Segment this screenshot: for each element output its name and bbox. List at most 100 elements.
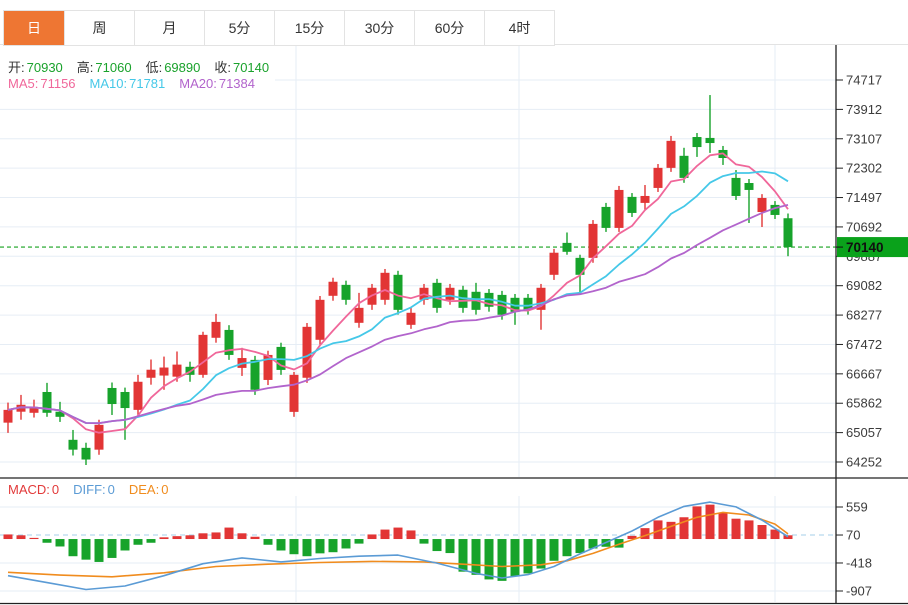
candle[interactable]	[354, 292, 364, 328]
candle[interactable]	[406, 307, 416, 329]
macd-bar[interactable]	[562, 539, 572, 557]
macd-bar[interactable]	[419, 539, 429, 544]
macd-bar[interactable]	[575, 539, 585, 554]
macd-bar[interactable]	[341, 539, 351, 549]
macd-bar[interactable]	[653, 520, 663, 540]
candle[interactable]	[328, 277, 338, 301]
macd-bar[interactable]	[432, 539, 442, 552]
candle[interactable]	[705, 95, 715, 153]
candle[interactable]	[627, 193, 637, 217]
macd-bar[interactable]	[588, 539, 598, 549]
macd-bar[interactable]	[718, 512, 728, 540]
macd-bar[interactable]	[224, 527, 234, 540]
macd-bar[interactable]	[315, 539, 325, 554]
candle[interactable]	[3, 402, 13, 433]
macd-bar[interactable]	[159, 537, 169, 540]
macd-bar[interactable]	[770, 529, 780, 540]
macd-bar[interactable]	[458, 539, 468, 572]
macd-bar[interactable]	[640, 528, 650, 540]
candle[interactable]	[614, 185, 624, 232]
macd-bar[interactable]	[42, 539, 52, 543]
macd-bar[interactable]	[29, 537, 39, 540]
candle[interactable]	[224, 325, 234, 360]
macd-bar[interactable]	[3, 534, 13, 540]
macd-bar[interactable]	[328, 539, 338, 553]
candle[interactable]	[640, 185, 650, 211]
tab-5分[interactable]: 5分	[204, 11, 274, 45]
macd-bar[interactable]	[692, 506, 702, 540]
macd-bar[interactable]	[549, 539, 559, 561]
candle[interactable]	[783, 213, 793, 257]
candle[interactable]	[198, 331, 208, 378]
macd-bar[interactable]	[172, 536, 182, 540]
candle[interactable]	[55, 401, 65, 422]
macd-bar[interactable]	[783, 535, 793, 540]
macd-bar[interactable]	[627, 535, 637, 540]
candle[interactable]	[653, 164, 663, 192]
candle[interactable]	[588, 220, 598, 263]
candle[interactable]	[341, 280, 351, 305]
tab-60分[interactable]: 60分	[414, 11, 484, 45]
candle[interactable]	[172, 351, 182, 382]
tab-4时[interactable]: 4时	[484, 11, 554, 45]
macd-bar[interactable]	[250, 536, 260, 540]
macd-bar[interactable]	[536, 539, 546, 569]
candle[interactable]	[562, 232, 572, 255]
candle[interactable]	[94, 419, 104, 455]
macd-bar[interactable]	[445, 539, 455, 554]
tab-15分[interactable]: 15分	[274, 11, 344, 45]
macd-bar[interactable]	[68, 539, 78, 557]
macd-bar[interactable]	[497, 539, 507, 581]
macd-bar[interactable]	[523, 539, 533, 574]
tab-周[interactable]: 周	[64, 11, 134, 45]
macd-bar[interactable]	[614, 539, 624, 548]
candle[interactable]	[159, 356, 169, 390]
candle[interactable]	[393, 270, 403, 315]
macd-bar[interactable]	[380, 529, 390, 540]
macd-bar[interactable]	[367, 534, 377, 540]
macd-bar[interactable]	[471, 539, 481, 575]
macd-bar[interactable]	[263, 539, 273, 545]
macd-bar[interactable]	[94, 539, 104, 562]
candle[interactable]	[380, 268, 390, 305]
macd-bar[interactable]	[276, 539, 286, 551]
candle[interactable]	[679, 147, 689, 183]
candle[interactable]	[692, 133, 702, 157]
macd-bar[interactable]	[237, 533, 247, 540]
macd-bar[interactable]	[107, 539, 117, 558]
macd-bar[interactable]	[705, 504, 715, 540]
macd-bar[interactable]	[302, 539, 312, 557]
candle[interactable]	[107, 382, 117, 415]
macd-bar[interactable]	[198, 533, 208, 540]
candle[interactable]	[315, 295, 325, 345]
candle[interactable]	[237, 347, 247, 376]
macd-bar[interactable]	[289, 539, 299, 555]
candle[interactable]	[601, 202, 611, 232]
macd-bar[interactable]	[666, 521, 676, 540]
macd-bar[interactable]	[731, 518, 741, 540]
macd-bar[interactable]	[81, 539, 91, 560]
tab-日[interactable]: 日	[4, 11, 64, 45]
macd-bar[interactable]	[16, 535, 26, 540]
macd-bar[interactable]	[185, 535, 195, 540]
candle[interactable]	[666, 135, 676, 172]
candle[interactable]	[146, 359, 156, 385]
candle[interactable]	[29, 399, 39, 418]
candle[interactable]	[744, 178, 754, 223]
tab-30分[interactable]: 30分	[344, 11, 414, 45]
macd-bar[interactable]	[406, 530, 416, 540]
candle[interactable]	[42, 382, 52, 417]
candle[interactable]	[68, 429, 78, 456]
macd-bar[interactable]	[211, 532, 221, 540]
macd-bar[interactable]	[679, 517, 689, 540]
candle[interactable]	[120, 387, 130, 440]
candle[interactable]	[549, 248, 559, 280]
candle[interactable]	[211, 313, 221, 343]
macd-bar[interactable]	[744, 520, 754, 540]
candle[interactable]	[757, 194, 767, 227]
macd-bar[interactable]	[55, 539, 65, 547]
candle[interactable]	[731, 170, 741, 200]
macd-bar[interactable]	[757, 524, 767, 540]
candle[interactable]	[133, 374, 143, 415]
